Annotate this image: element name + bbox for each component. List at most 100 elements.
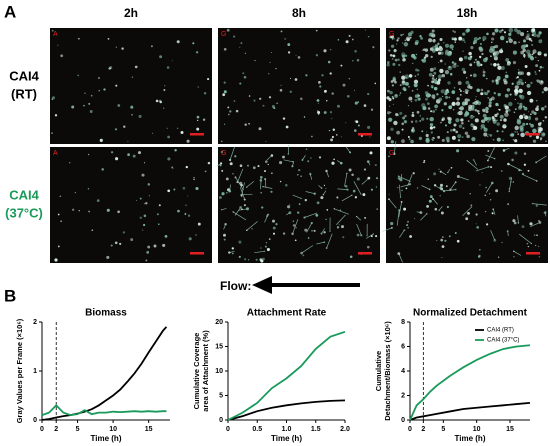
cell [267, 163, 269, 166]
cell [374, 82, 377, 85]
cell [319, 85, 322, 88]
cell [463, 70, 467, 74]
cell [88, 102, 91, 105]
cell [444, 43, 450, 48]
cell [513, 111, 516, 114]
cell [287, 205, 291, 209]
cell [239, 46, 241, 48]
cell [91, 229, 94, 232]
cell [439, 68, 444, 74]
cell [512, 61, 517, 65]
cell [524, 81, 526, 84]
cell [143, 162, 146, 164]
cell [339, 209, 342, 211]
cell [226, 28, 230, 32]
cell [138, 114, 142, 118]
x-tick-label: 5 [441, 426, 445, 433]
cell [525, 122, 529, 126]
cell [499, 119, 503, 122]
cell [453, 87, 456, 89]
cell [531, 28, 536, 32]
cell [432, 198, 434, 201]
cell [511, 82, 514, 85]
cell [407, 104, 410, 107]
hypha [473, 159, 477, 166]
cell [512, 219, 516, 223]
cell [404, 114, 407, 118]
cell [388, 117, 393, 122]
cell [512, 181, 515, 183]
cell [258, 127, 262, 131]
cell [449, 44, 454, 49]
cell [486, 32, 489, 36]
cell [302, 254, 305, 257]
cell [422, 49, 424, 51]
cell [287, 43, 291, 47]
cell [476, 226, 480, 229]
cell [351, 59, 354, 62]
cell [229, 162, 233, 166]
cell [466, 77, 468, 79]
cell [354, 50, 357, 53]
cell [527, 30, 529, 33]
cell [158, 204, 161, 207]
cell [363, 104, 367, 107]
cell [478, 46, 483, 51]
cell [514, 85, 519, 90]
cell [464, 131, 469, 135]
cell [503, 80, 508, 85]
cell [465, 110, 468, 113]
cell [487, 150, 490, 152]
cell [463, 90, 465, 93]
cell [535, 107, 539, 112]
cell [434, 104, 438, 109]
cell [401, 80, 406, 84]
cell [437, 78, 441, 82]
cell [233, 100, 236, 102]
hypha [302, 155, 306, 161]
column-header: 18h [457, 6, 478, 20]
hypha [292, 194, 302, 199]
cell [197, 119, 199, 122]
cell [392, 97, 395, 100]
cell [171, 166, 174, 169]
cell [279, 180, 282, 183]
hypha [337, 160, 342, 164]
cell [458, 36, 463, 41]
cell [480, 92, 484, 96]
cell [469, 114, 474, 119]
cell [411, 126, 415, 130]
cell [392, 76, 396, 80]
cell [331, 161, 335, 165]
cell [390, 111, 392, 113]
cell [531, 43, 534, 47]
x-tick-label: 2 [421, 426, 425, 433]
cell [197, 86, 199, 88]
cell [505, 71, 508, 74]
hypha [262, 186, 273, 189]
hypha [393, 141, 397, 154]
cell [526, 90, 532, 96]
cell [500, 170, 503, 172]
cell [325, 218, 327, 221]
cell [473, 125, 478, 131]
cell [239, 82, 242, 85]
cell [411, 129, 414, 131]
flow-label: Flow: [220, 279, 251, 293]
cell [419, 120, 421, 122]
cell [513, 256, 515, 258]
cell [464, 92, 466, 94]
cell [349, 255, 353, 258]
cell [393, 120, 398, 126]
cell [396, 39, 399, 42]
cell [458, 107, 461, 110]
series-line [41, 326, 168, 421]
cell [255, 258, 258, 261]
cell [244, 258, 247, 261]
cell [447, 81, 451, 85]
cell [259, 97, 262, 100]
cell [159, 100, 162, 104]
cell [340, 225, 345, 229]
y-tick-label: 20 [215, 319, 223, 326]
cell [514, 98, 516, 101]
